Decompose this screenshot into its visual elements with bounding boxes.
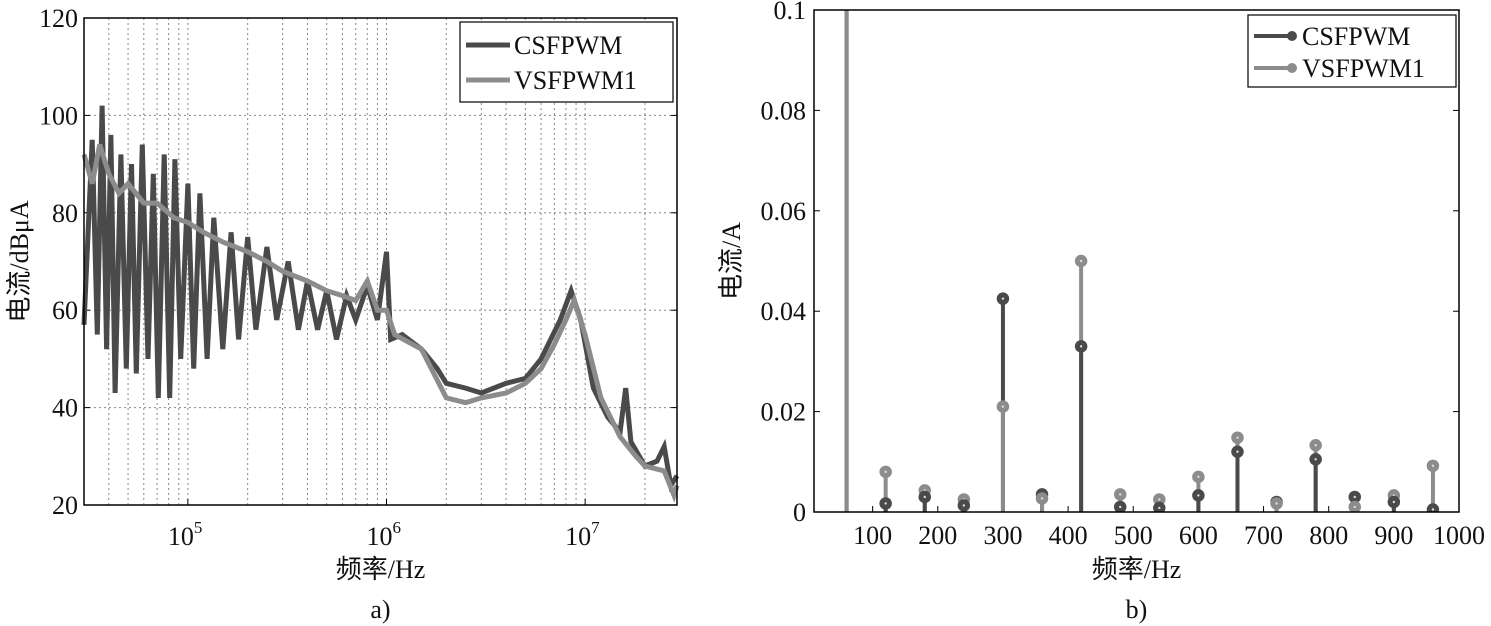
marker-center — [1079, 259, 1083, 263]
legend-a: CSFPWM VSFPWM1 — [459, 21, 674, 103]
y-tick-label: 40 — [52, 394, 78, 423]
plot-frame — [813, 9, 1460, 513]
marker-center — [1001, 405, 1005, 408]
series-line-vsfpwm1 — [81, 143, 680, 503]
x-tick-label: 800 — [1309, 521, 1348, 550]
legend-label: VSFPWM1 — [1302, 54, 1425, 83]
panel-a: 20 40 60 80 100 120 105 106 107 频率/Hz 电流/dBμA a) CSF… — [5, 4, 680, 624]
x-tick-label: 600 — [1179, 521, 1218, 550]
x-axis-label: 频率/Hz — [336, 555, 426, 584]
y-tick-label: 20 — [52, 491, 78, 520]
legend-b: CSFPWM VSFPWM1 — [1247, 14, 1457, 88]
legend-marker — [1287, 63, 1297, 73]
x-axis-label: 频率/Hz — [1092, 555, 1182, 584]
stem-marker-csfpwm — [1426, 503, 1440, 512]
x-tick-label: 1000 — [1433, 521, 1485, 550]
marker-center — [1197, 475, 1200, 479]
series-line-csfpwm — [81, 105, 680, 493]
marker-center — [1431, 508, 1435, 511]
y-tick-label: 0.04 — [761, 297, 807, 326]
y-tick-label: 0 — [793, 498, 806, 527]
x-tick-label: 400 — [1049, 521, 1088, 550]
x-tick-label: 300 — [983, 521, 1022, 550]
marker-center — [1275, 502, 1278, 505]
legend-label: CSFPWM — [514, 31, 622, 60]
panel-b: 0 0.02 0.04 0.06 0.08 0.1 100 200 300 400 500 600 70… — [717, 0, 1485, 624]
y-tick-label: 0.06 — [761, 197, 807, 226]
x-tick-label: 105 — [168, 518, 203, 551]
y-axis-label: 电流/A — [717, 222, 746, 300]
panel-label-a: a) — [370, 595, 390, 624]
marker-center — [1158, 506, 1161, 510]
marker-center — [884, 502, 887, 505]
marker-center — [962, 504, 966, 507]
y-tick-label: 120 — [39, 4, 78, 33]
marker-center — [1236, 436, 1239, 439]
y-tick-label: 0.08 — [761, 96, 807, 125]
marker-center — [1353, 505, 1356, 509]
x-tick-label: 100 — [853, 521, 892, 550]
marker-center — [1158, 498, 1161, 501]
y-tick-label: 100 — [39, 101, 78, 130]
marker-center — [1353, 495, 1356, 499]
legend-box — [459, 21, 674, 103]
marker-center — [1314, 444, 1317, 447]
marker-center — [1392, 500, 1396, 504]
x-tick-label: 107 — [565, 518, 600, 551]
y-tick-label: 80 — [52, 199, 78, 228]
plot-frame — [83, 17, 678, 506]
x-tick-label: 900 — [1374, 521, 1413, 550]
marker-center — [1119, 493, 1122, 496]
y-axis-label: 电流/dBμA — [5, 200, 34, 323]
x-tick-label: 700 — [1244, 521, 1283, 550]
panel-label-b: b) — [1126, 595, 1148, 624]
marker-center — [1197, 494, 1200, 497]
marker-center — [923, 495, 926, 499]
marker-center — [1314, 458, 1317, 461]
x-tick-label: 106 — [367, 518, 402, 551]
y-tick-label: 0.1 — [774, 0, 807, 25]
marker-center — [1079, 345, 1083, 348]
marker-center — [1001, 297, 1005, 300]
marker-center — [1431, 464, 1435, 468]
legend-box — [1247, 14, 1457, 88]
y-tick-label: 0.02 — [761, 398, 807, 427]
legend-label: CSFPWM — [1302, 22, 1410, 51]
x-tick-label: 500 — [1114, 521, 1153, 550]
legend-marker — [1287, 31, 1297, 41]
marker-center — [1236, 450, 1239, 453]
legend-label: VSFPWM1 — [514, 66, 637, 95]
marker-center — [1040, 497, 1044, 500]
x-tick-label: 200 — [918, 521, 957, 550]
y-tick-label: 60 — [52, 296, 78, 325]
marker-center — [1119, 505, 1122, 509]
marker-center — [884, 470, 887, 474]
